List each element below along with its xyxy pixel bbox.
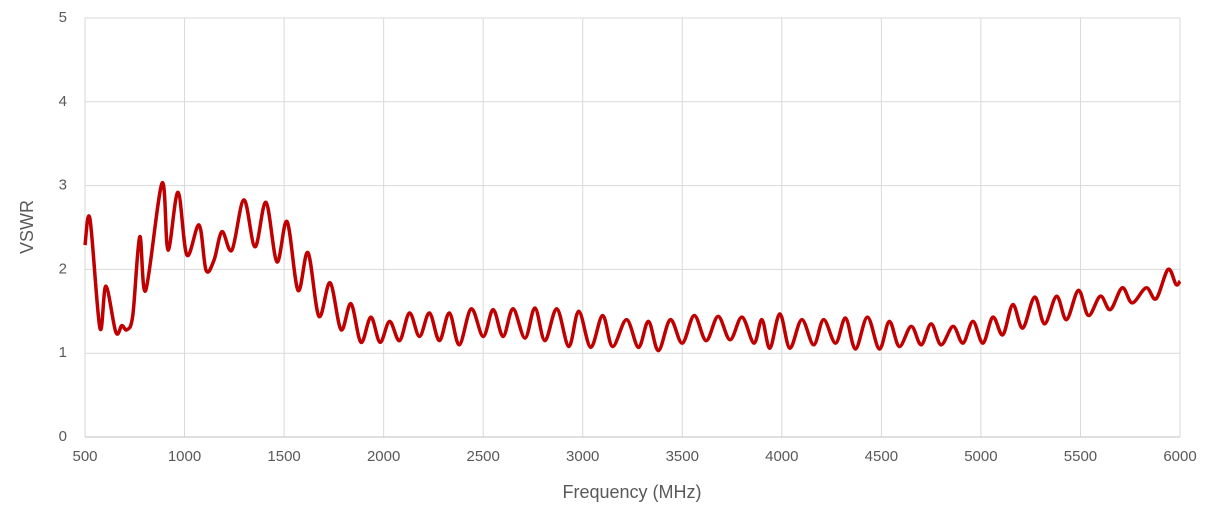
x-tick-label: 1500: [267, 448, 300, 465]
y-tick-label: 0: [59, 428, 67, 445]
x-tick-label: 3000: [566, 448, 599, 465]
x-tick-label: 6000: [1163, 448, 1196, 465]
x-axis-title: Frequency (MHz): [562, 482, 701, 502]
y-tick-label: 1: [59, 344, 67, 361]
y-tick-label: 2: [59, 260, 67, 277]
x-tick-label: 5000: [964, 448, 997, 465]
y-tick-label: 4: [59, 93, 67, 110]
x-tick-label: 2500: [466, 448, 499, 465]
y-tick-label: 5: [59, 9, 67, 26]
x-tick-label: 1000: [168, 448, 201, 465]
x-tick-label: 3500: [666, 448, 699, 465]
data-line: [83, 181, 1182, 353]
y-tick-label: 3: [59, 177, 67, 194]
x-tick-label: 4000: [765, 448, 798, 465]
x-tick-label: 5500: [1064, 448, 1097, 465]
x-tick-label: 2000: [367, 448, 400, 465]
y-axis-title: VSWR: [17, 200, 37, 254]
x-tick-label: 500: [72, 448, 97, 465]
x-tick-label: 4500: [865, 448, 898, 465]
